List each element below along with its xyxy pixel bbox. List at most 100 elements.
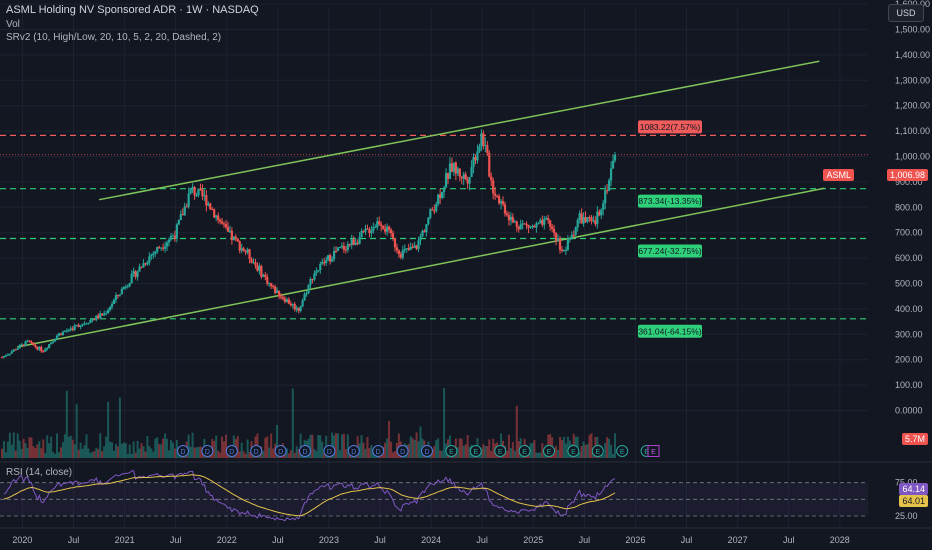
event-marker: [274, 445, 287, 457]
candle-body: [83, 323, 86, 325]
chart-title: ASML Holding NV Sponsored ADR · 1W · NAS…: [6, 4, 259, 16]
volume-bar: [344, 449, 347, 458]
volume-bar: [56, 433, 59, 458]
level-label: 1083.22(7.57%): [640, 122, 701, 132]
candle-body: [264, 274, 267, 278]
candle-body: [529, 226, 532, 228]
candle-body: [218, 219, 222, 222]
candle-body: [444, 173, 448, 188]
volume-bar: [126, 453, 129, 458]
candle-body: [439, 194, 442, 198]
candle-body: [517, 226, 520, 230]
event-marker-label: E: [547, 449, 552, 456]
volume-bar: [606, 437, 609, 458]
volume-bar: [164, 433, 167, 458]
volume-bar: [557, 449, 560, 458]
candle-body: [222, 223, 226, 225]
candle-body: [470, 166, 473, 178]
candle-body: [448, 163, 452, 179]
event-marker-label: D: [302, 449, 307, 456]
candle-body: [183, 206, 186, 216]
candle-body: [543, 218, 546, 225]
candle-body: [578, 213, 581, 221]
price-tick-label: 700.00: [895, 228, 923, 238]
candle-body: [352, 239, 355, 245]
candle-body: [122, 287, 125, 289]
volume-bar: [95, 447, 98, 458]
candle-body: [496, 195, 499, 197]
candle-body: [2, 355, 6, 358]
candle-body: [99, 313, 102, 319]
volume-bar: [411, 438, 414, 458]
volume-bar: [26, 448, 29, 458]
candle-body: [389, 229, 393, 234]
candle-body: [562, 250, 566, 252]
volume-bar: [323, 452, 326, 458]
candle-body: [181, 214, 184, 216]
candle-body: [303, 293, 306, 301]
volume-bar: [219, 452, 222, 458]
candle-body: [407, 248, 410, 250]
event-marker: [177, 445, 189, 457]
candle-body: [150, 254, 153, 257]
candle-body: [250, 258, 253, 263]
candle-body: [65, 330, 68, 332]
candle-body: [437, 194, 440, 205]
time-tick-label: 2026: [625, 535, 645, 545]
candle-body: [53, 339, 57, 342]
candle-body: [167, 239, 171, 243]
candle-body: [380, 224, 383, 226]
volume-bar: [152, 451, 155, 458]
candle-body: [535, 223, 538, 228]
candle-body: [242, 248, 245, 251]
level-label: 361.04(-64.15%): [638, 326, 701, 336]
trend-channel: [17, 60, 825, 348]
time-tick-label: 2023: [319, 535, 339, 545]
candle-body: [14, 349, 17, 351]
volume-bar: [560, 439, 563, 458]
time-tick-label: 2028: [830, 535, 850, 545]
volume-bar: [18, 440, 21, 458]
volume-bar: [527, 453, 530, 458]
candle-body: [171, 235, 175, 237]
volume-bar: [513, 450, 516, 458]
volume-bar: [366, 436, 369, 458]
candle-body: [160, 247, 163, 249]
candle-body: [12, 349, 15, 352]
candle-body: [519, 224, 522, 230]
candle-body: [313, 273, 316, 280]
candle-body: [252, 262, 255, 264]
volume-bar: [564, 443, 567, 458]
candle-body: [128, 283, 131, 287]
event-marker: [518, 445, 531, 457]
currency-button[interactable]: USD: [888, 4, 924, 22]
volume-bar: [431, 449, 434, 458]
candle-body: [360, 231, 363, 238]
candle-body: [277, 290, 281, 297]
volume-bar: [466, 435, 469, 458]
time-tick-label: Jul: [374, 535, 386, 545]
candle-body: [85, 323, 88, 325]
candle-body: [16, 348, 19, 350]
candle-body: [574, 227, 577, 235]
event-marker: [372, 445, 385, 457]
volume-legend: Vol: [6, 19, 20, 30]
candle-body: [393, 238, 397, 248]
volume-bar: [130, 453, 133, 458]
volume-bar: [6, 441, 9, 458]
candle-body: [28, 340, 31, 343]
event-marker: [299, 445, 311, 457]
volume-bar: [160, 444, 163, 458]
candle-body: [560, 249, 564, 252]
candle-body: [419, 236, 422, 241]
candle-body: [103, 313, 106, 316]
volume-bar: [42, 439, 45, 458]
candle-body: [472, 157, 475, 167]
time-tick-label: Jul: [272, 535, 284, 545]
candle-body: [152, 253, 155, 255]
candle-body: [51, 341, 55, 343]
volume-bar: [1, 448, 3, 458]
channel-lower-line: [17, 187, 825, 348]
volume-bar: [268, 447, 271, 458]
